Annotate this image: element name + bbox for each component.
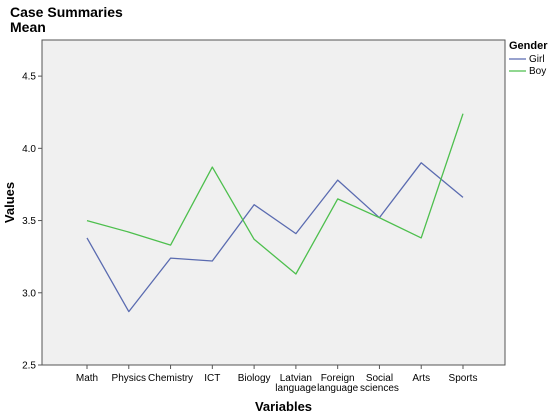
y-tick-label: 4.5 bbox=[22, 72, 36, 83]
x-tick-label: Foreign language bbox=[317, 373, 359, 394]
legend-title: Gender bbox=[509, 40, 548, 52]
x-axis-title: Variables bbox=[255, 399, 312, 414]
chart-subtitle: Mean bbox=[10, 19, 46, 35]
x-tick-label: Biology bbox=[238, 373, 271, 384]
x-tick-label: ICT bbox=[204, 373, 220, 384]
x-tick-label: Latvian language bbox=[275, 373, 317, 394]
y-axis: 2.5 3.0 3.5 4.0 4.5 bbox=[22, 72, 42, 372]
x-tick-label: Social sciences bbox=[360, 373, 399, 394]
chart-title: Case Summaries bbox=[10, 4, 123, 20]
series-line-girl bbox=[86, 162, 464, 313]
y-tick-label: 3.5 bbox=[22, 216, 36, 227]
legend-label-girl: Girl bbox=[529, 54, 545, 65]
x-tick-label: Arts bbox=[412, 373, 430, 384]
series-lines bbox=[86, 113, 464, 313]
legend-label-boy: Boy bbox=[529, 66, 546, 77]
y-axis-title: Values bbox=[2, 182, 17, 223]
plot-area bbox=[41, 39, 506, 366]
x-tick-label: Math bbox=[76, 373, 98, 384]
y-tick-label: 3.0 bbox=[22, 288, 36, 299]
series-line-boy bbox=[86, 113, 464, 275]
x-tick-label: Sports bbox=[449, 373, 478, 384]
x-axis: Math Physics Chemistry ICT Biology Latvian lan… bbox=[76, 365, 478, 394]
x-tick-label: Physics bbox=[112, 373, 146, 384]
x-tick-label: Chemistry bbox=[148, 373, 193, 384]
y-tick-label: 4.0 bbox=[22, 144, 36, 155]
y-tick-label: 2.5 bbox=[22, 361, 36, 372]
